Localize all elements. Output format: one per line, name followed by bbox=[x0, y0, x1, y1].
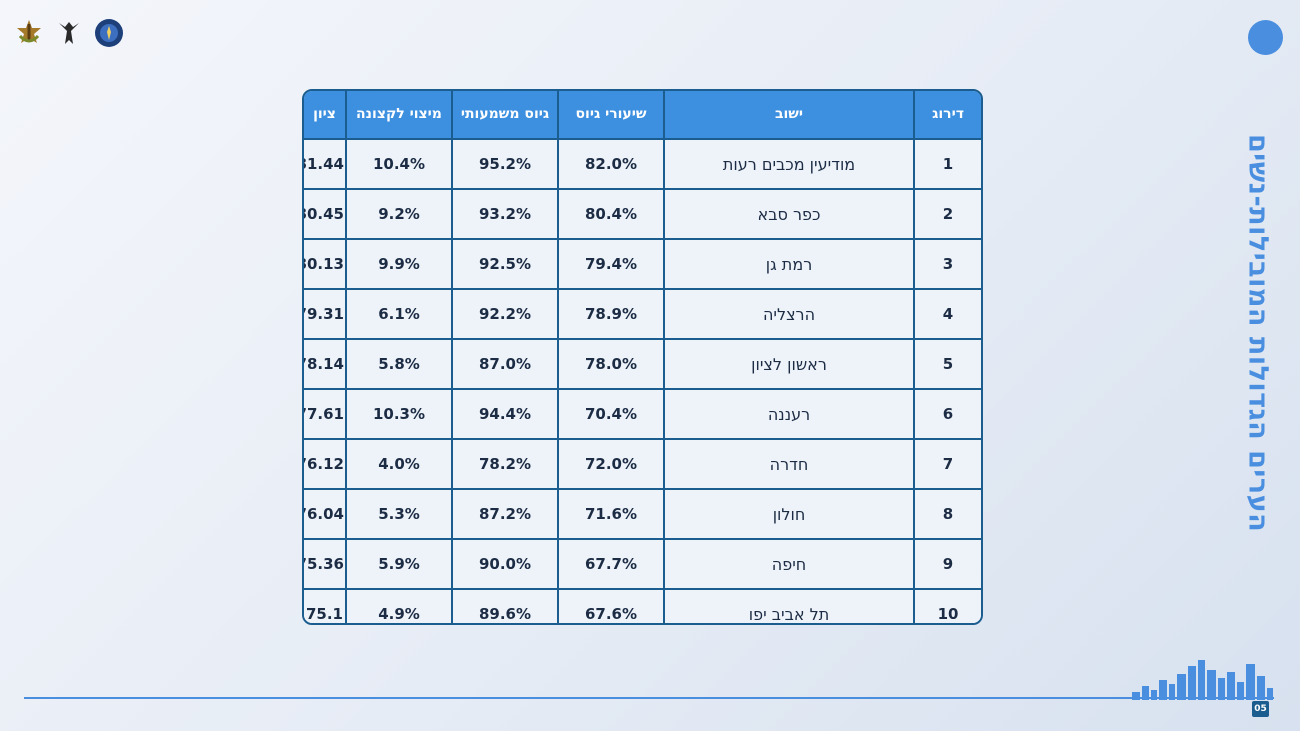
city-cell: חולון bbox=[663, 488, 915, 540]
significant-enlistment-cell: 87.0% bbox=[451, 338, 559, 390]
score-cell: 80.13 bbox=[304, 238, 347, 290]
header-city: ישוב bbox=[663, 91, 915, 140]
city-cell: חיפה bbox=[663, 538, 915, 590]
significant-enlistment-cell: 94.4% bbox=[451, 388, 559, 440]
officer-rate-cell: 9.9% bbox=[345, 238, 453, 290]
score-cell: 76.12 bbox=[304, 438, 347, 490]
significant-enlistment-cell: 95.2% bbox=[451, 138, 559, 190]
enlistment-rate-cell: 67.7% bbox=[557, 538, 665, 590]
officer-rate-cell: 6.1% bbox=[345, 288, 453, 340]
enlistment-rate-cell: 78.0% bbox=[557, 338, 665, 390]
rank-cell: 10 bbox=[913, 588, 981, 623]
officer-rate-cell: 5.9% bbox=[345, 538, 453, 590]
city-skyline-icon bbox=[1132, 660, 1273, 700]
city-cell: רמת גן bbox=[663, 238, 915, 290]
enlistment-rate-cell: 82.0% bbox=[557, 138, 665, 190]
city-cell: ראשון לציון bbox=[663, 338, 915, 390]
significant-enlistment-cell: 92.2% bbox=[451, 288, 559, 340]
enlistment-rate-cell: 72.0% bbox=[557, 438, 665, 490]
rank-cell: 9 bbox=[913, 538, 981, 590]
city-cell: כפר סבא bbox=[663, 188, 915, 240]
table-header-row: דירוג ישוב שיעורי גיוס גיוס משמעותי מיצו… bbox=[304, 91, 981, 140]
city-cell: תל אביב יפו bbox=[663, 588, 915, 623]
enlistment-rate-cell: 79.4% bbox=[557, 238, 665, 290]
city-cell: מודיעין מכבים רעות bbox=[663, 138, 915, 190]
officer-rate-cell: 9.2% bbox=[345, 188, 453, 240]
score-cell: 75.1 bbox=[304, 588, 347, 623]
footer-line bbox=[24, 697, 1274, 699]
idf-emblem-icon bbox=[17, 20, 41, 43]
rank-cell: 3 bbox=[913, 238, 981, 290]
table-row: 10 תל אביב יפו 67.6% 89.6% 4.9% 75.1 bbox=[304, 588, 981, 623]
significant-enlistment-cell: 92.5% bbox=[451, 238, 559, 290]
accent-dot bbox=[1248, 20, 1283, 55]
header-significant-enlistment: גיוס משמעותי bbox=[451, 91, 559, 140]
officer-rate-cell: 5.3% bbox=[345, 488, 453, 540]
page-title: הערים הגדולות המובילות-נשים bbox=[1242, 133, 1274, 532]
officer-rate-cell: 5.8% bbox=[345, 338, 453, 390]
city-cell: חדרה bbox=[663, 438, 915, 490]
city-cell: הרצליה bbox=[663, 288, 915, 340]
enlistment-rate-cell: 80.4% bbox=[557, 188, 665, 240]
score-cell: 77.61 bbox=[304, 388, 347, 440]
unit-emblem-icon bbox=[59, 22, 79, 44]
rank-cell: 8 bbox=[913, 488, 981, 540]
page-number: 05 bbox=[1252, 701, 1269, 717]
rank-cell: 4 bbox=[913, 288, 981, 340]
officer-rate-cell: 4.9% bbox=[345, 588, 453, 623]
score-cell: 78.14 bbox=[304, 338, 347, 390]
officer-rate-cell: 4.0% bbox=[345, 438, 453, 490]
header-rank: דירוג bbox=[913, 91, 981, 140]
score-cell: 79.31 bbox=[304, 288, 347, 340]
score-cell: 80.45 bbox=[304, 188, 347, 240]
rank-cell: 2 bbox=[913, 188, 981, 240]
enlistment-rate-cell: 70.4% bbox=[557, 388, 665, 440]
round-emblem-icon bbox=[95, 19, 123, 47]
rank-cell: 1 bbox=[913, 138, 981, 190]
logo-group bbox=[14, 18, 124, 48]
significant-enlistment-cell: 78.2% bbox=[451, 438, 559, 490]
significant-enlistment-cell: 93.2% bbox=[451, 188, 559, 240]
rank-cell: 7 bbox=[913, 438, 981, 490]
rank-cell: 5 bbox=[913, 338, 981, 390]
significant-enlistment-cell: 87.2% bbox=[451, 488, 559, 540]
header-score: ציון bbox=[304, 91, 347, 140]
officer-rate-cell: 10.4% bbox=[345, 138, 453, 190]
header-enlistment-rate: שיעורי גיוס bbox=[557, 91, 665, 140]
enlistment-rate-cell: 78.9% bbox=[557, 288, 665, 340]
header-officer-rate: מיצוי לקצונה bbox=[345, 91, 453, 140]
score-cell: 75.36 bbox=[304, 538, 347, 590]
ranking-table: דירוג ישוב שיעורי גיוס גיוס משמעותי מיצו… bbox=[302, 89, 983, 625]
rank-cell: 6 bbox=[913, 388, 981, 440]
enlistment-rate-cell: 67.6% bbox=[557, 588, 665, 623]
significant-enlistment-cell: 90.0% bbox=[451, 538, 559, 590]
officer-rate-cell: 10.3% bbox=[345, 388, 453, 440]
enlistment-rate-cell: 71.6% bbox=[557, 488, 665, 540]
score-cell: 81.44 bbox=[304, 138, 347, 190]
score-cell: 76.04 bbox=[304, 488, 347, 540]
city-cell: רעננה bbox=[663, 388, 915, 440]
significant-enlistment-cell: 89.6% bbox=[451, 588, 559, 623]
